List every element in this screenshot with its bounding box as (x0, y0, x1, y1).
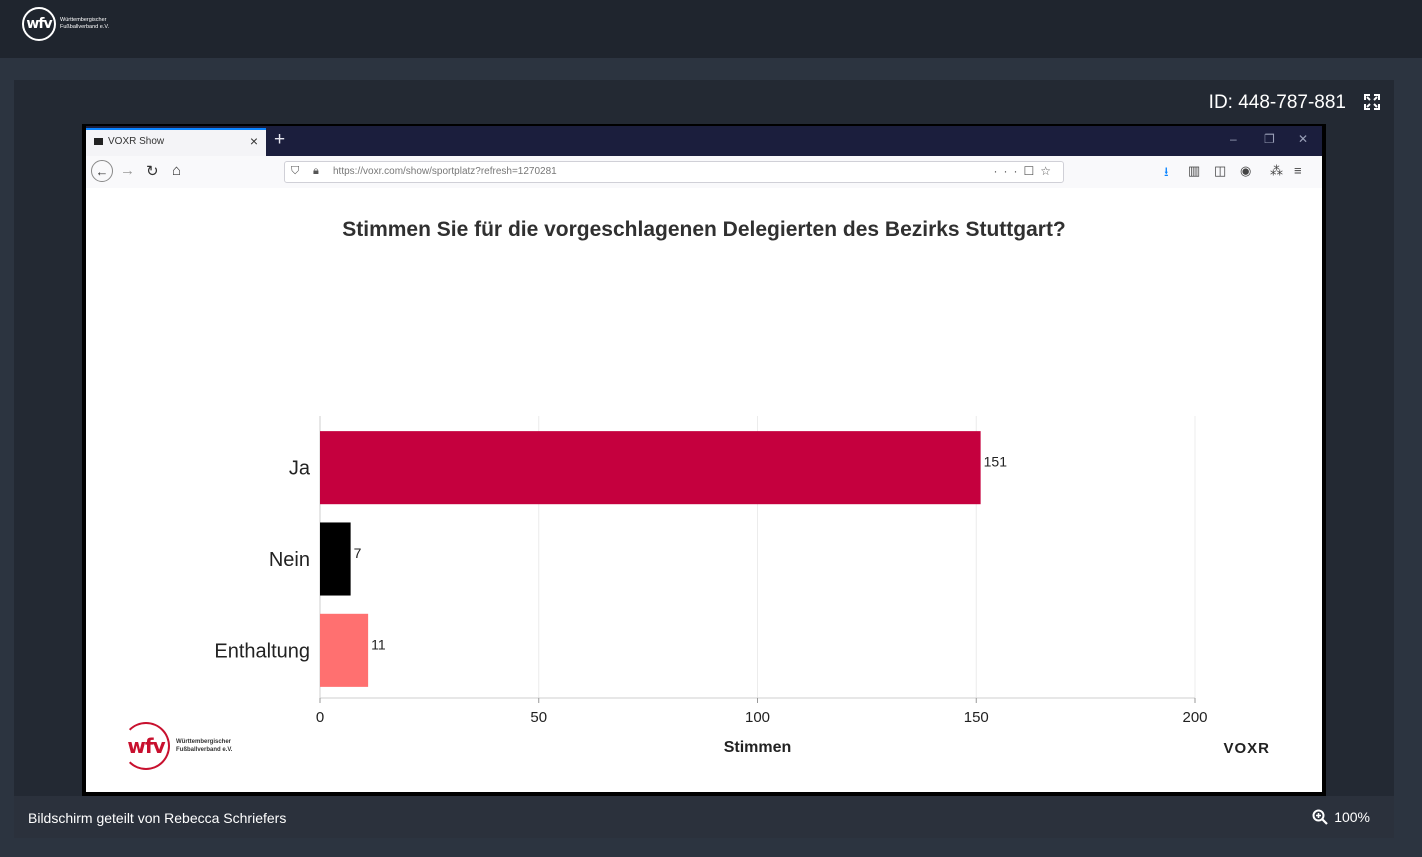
chart-title: Stimmen Sie für die vorgeschlagenen Dele… (342, 218, 1066, 241)
x-tick-label-2: 100 (745, 709, 770, 726)
tab-close-icon[interactable]: × (249, 133, 258, 149)
logo-subtitle: Württembergischer Fußballverband e.V. (60, 17, 110, 30)
new-tab-button[interactable]: + (274, 129, 286, 150)
zoom-level: 100% (1334, 809, 1370, 825)
category-label-nein: Nein (269, 549, 310, 571)
bottom-bar: Bildschirm geteilt von Rebecca Schriefer… (14, 796, 1394, 838)
x-axis-title: Stimmen (724, 739, 792, 756)
data-label-nein: 7 (354, 545, 362, 561)
slide-logo-subtitle: Württembergischer Fußballverband e.V. (176, 739, 233, 753)
browser-tab-strip: VOXR Show × + – ❐ ✕ (86, 126, 1322, 156)
bar-ja (320, 431, 981, 505)
close-window-button[interactable]: ✕ (1298, 132, 1309, 146)
x-tick-label-0: 0 (316, 709, 324, 726)
home-icon[interactable]: ⌂ (172, 162, 182, 179)
minimize-button[interactable]: – (1230, 132, 1237, 146)
zoom-icon[interactable] (1312, 809, 1328, 825)
bar-enthaltung (320, 613, 369, 687)
bar-chart: Ja 151 Nein 7 Enthaltung 11 0 50 100 150 200 Stimme… (214, 416, 1208, 756)
browser-tab[interactable]: VOXR Show × (86, 128, 266, 156)
data-label-ja: 151 (984, 454, 1008, 470)
extensions-icon[interactable]: ⁂ (1270, 163, 1283, 178)
app-logo: wfv Württembergischer Fußballverband e.V… (22, 7, 140, 41)
zoom-control[interactable]: 100% (1312, 809, 1370, 825)
top-bar: wfv Württembergischer Fußballverband e.V… (0, 0, 1422, 58)
sidebar-icon[interactable]: ◫ (1214, 163, 1227, 178)
x-tick-label-4: 200 (1182, 709, 1207, 726)
category-label-enthaltung: Enthaltung (214, 640, 310, 662)
slide-logo: wfv Württembergischer Fußballverband e.V… (122, 722, 266, 770)
camera-icon (94, 138, 103, 145)
shared-by-label: Bildschirm geteilt von Rebecca Schriefer… (28, 810, 287, 826)
session-id: ID: 448-787-881 (1208, 92, 1346, 113)
shield-icon: ⛉ (291, 165, 300, 177)
bar-nein (320, 522, 351, 596)
browser-window: VOXR Show × + – ❐ ✕ ← → ↻ ⌂ ⛉ 🔒︎ https:/… (86, 126, 1322, 792)
url-bar[interactable]: ⛉ 🔒︎ https://voxr.com/show/sportplatz?re… (284, 161, 1064, 183)
lock-icon: 🔒︎ (313, 165, 319, 177)
reload-icon[interactable]: ↻ (146, 163, 159, 180)
account-icon[interactable]: ◉ (1240, 163, 1252, 178)
browser-toolbar: ← → ↻ ⌂ ⛉ 🔒︎ https://voxr.com/show/sport… (86, 156, 1322, 188)
x-tick-label-3: 150 (964, 709, 989, 726)
screen-share-stage: ID: 448-787-881 VOXR Show × + – ❐ ✕ ← → (14, 80, 1394, 796)
browser-tab-title: VOXR Show (108, 136, 165, 147)
menu-icon[interactable]: ≡ (1294, 163, 1302, 178)
back-icon[interactable]: ← (91, 160, 113, 182)
download-icon[interactable]: ⭳ (1164, 164, 1169, 179)
url-actions[interactable]: ···☐☆ (993, 164, 1057, 178)
restore-button[interactable]: ❐ (1264, 132, 1275, 146)
library-icon[interactable]: ▥ (1188, 163, 1201, 178)
shared-screen: VOXR Show × + – ❐ ✕ ← → ↻ ⌂ ⛉ 🔒︎ https:/… (82, 124, 1326, 796)
wfv-slide-logo: wfv (122, 722, 170, 770)
data-label-enthaltung: 11 (371, 636, 386, 652)
wfv-logo: wfv (22, 7, 56, 41)
x-tick-label-1: 50 (530, 709, 547, 726)
fullscreen-icon[interactable] (1364, 94, 1380, 110)
voxr-logo: VOXR (1223, 740, 1270, 757)
forward-icon[interactable]: → (120, 162, 135, 179)
category-label-ja: Ja (289, 458, 311, 480)
url-text: https://voxr.com/show/sportplatz?refresh… (333, 166, 557, 177)
presentation-slide: Stimmen Sie für die vorgeschlagenen Dele… (86, 188, 1322, 792)
